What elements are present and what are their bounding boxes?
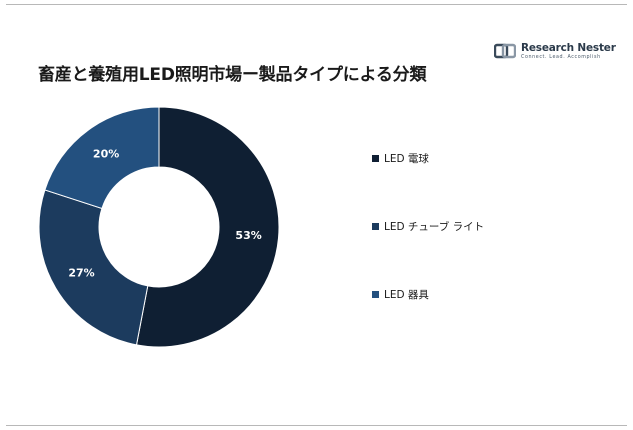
logo-mark-icon (494, 43, 516, 59)
donut-slice-3 (44, 106, 160, 210)
legend-label-2: LED チューブ ライト (384, 220, 485, 233)
data-label-2: 27% (68, 266, 94, 279)
donut-chart: 53% 27% 20% (38, 106, 280, 348)
legend-swatch-1 (372, 154, 379, 162)
legend-item-3: LED 器具 (372, 287, 429, 301)
research-nester-logo: Research Nester Connect. Lead. Accomplis… (494, 42, 616, 64)
data-label-1: 53% (235, 229, 261, 242)
data-label-3: 20% (93, 148, 119, 161)
donut-slice-1 (135, 106, 280, 348)
logo-name: Research Nester (521, 42, 616, 54)
legend-label-3: LED 器具 (384, 288, 429, 301)
top-divider (6, 4, 627, 5)
legend-label-1: LED 電球 (384, 152, 429, 165)
bottom-divider (6, 425, 627, 426)
legend-item-1: LED 電球 (372, 151, 429, 165)
legend-swatch-2 (372, 222, 379, 230)
chart-title: 畜産と養殖用LED照明市場ー製品タイプによる分類 (38, 65, 427, 85)
logo-tagline: Connect. Lead. Accomplish (521, 55, 601, 60)
donut-slice-2 (38, 189, 149, 346)
chart-legend: LED 電球 LED チューブ ライト LED 器具 (372, 0, 612, 430)
legend-swatch-3 (372, 290, 379, 298)
legend-item-2: LED チューブ ライト (372, 219, 484, 233)
